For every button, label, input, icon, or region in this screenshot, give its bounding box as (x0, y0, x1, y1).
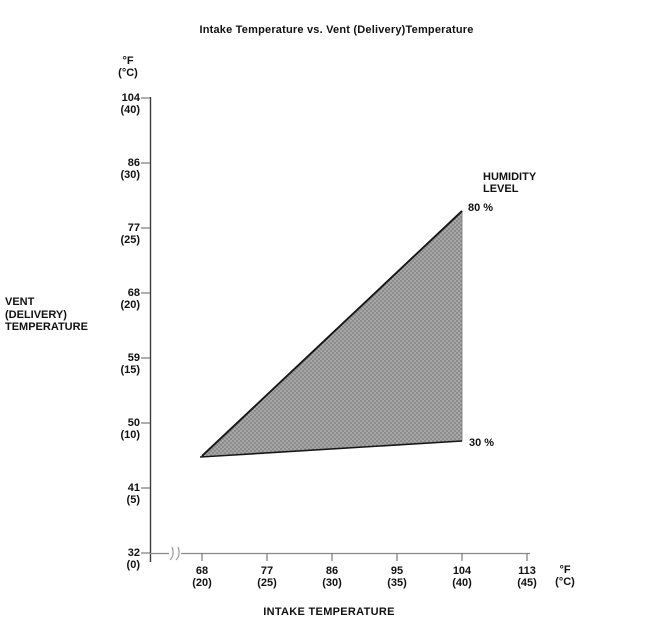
y-tick-41: 41 (5) (126, 482, 140, 506)
x-tick-77: 77 (25) (257, 565, 277, 589)
y-tick-50: 50 (10) (120, 417, 140, 441)
y-axis-unit: °F (°C) (98, 55, 158, 79)
humidity-80-line (201, 210, 463, 457)
x-axis-unit-f: °F (559, 564, 571, 576)
x-axis (150, 546, 530, 561)
x-axis-unit: °F (°C) (545, 564, 585, 588)
x-axis-unit-c: (°C) (555, 576, 575, 588)
y-axis-unit-f: °F (122, 55, 134, 67)
y-tick-59: 59 (15) (120, 352, 140, 376)
y-tick-77: 77 (25) (120, 222, 140, 246)
y-tick-104: 104 (40) (120, 92, 140, 116)
y-tick-68: 68 (20) (120, 287, 140, 311)
x-tick-86: 86 (30) (322, 565, 342, 589)
x-axis-title: INTAKE TEMPERATURE (263, 606, 395, 618)
humidity-30-line (199, 440, 463, 458)
x-tick-113: 113 (45) (517, 565, 537, 589)
y-axis-title: VENT (DELIVERY) TEMPERATURE (5, 296, 88, 333)
x-axis-ticks (201, 553, 528, 561)
x-axis-break-icon (169, 546, 180, 561)
label-30-percent: 30 % (469, 437, 495, 449)
y-axis-ticks (141, 97, 150, 554)
label-80-percent: 80 % (468, 202, 494, 214)
x-tick-95: 95 (35) (387, 565, 407, 589)
y-axis-unit-c: (°C) (118, 66, 138, 79)
humidity-region (199, 210, 463, 458)
x-tick-104: 104 (40) (452, 565, 472, 589)
x-tick-68: 68 (20) (192, 565, 212, 589)
y-axis (141, 97, 152, 562)
y-tick-32: 32 (0) (126, 547, 140, 571)
chart-title: Intake Temperature vs. Vent (Delivery)Te… (199, 24, 474, 36)
legend-title: HUMIDITY LEVEL (483, 171, 537, 195)
y-tick-86: 86 (30) (120, 157, 140, 181)
